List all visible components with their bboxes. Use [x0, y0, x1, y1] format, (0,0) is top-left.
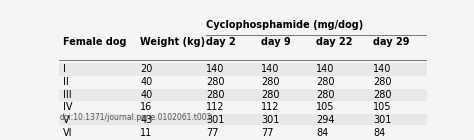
Text: 280: 280 [206, 90, 225, 100]
Text: 40: 40 [140, 77, 152, 87]
Text: 280: 280 [206, 77, 225, 87]
Text: II: II [63, 77, 69, 87]
Bar [59, 139, 427, 140]
Text: 140: 140 [261, 64, 280, 74]
Text: day 9: day 9 [261, 37, 291, 47]
Text: III: III [63, 90, 72, 100]
Text: Female dog: Female dog [63, 37, 127, 47]
Bar [59, 63, 427, 76]
Text: Weight (kg): Weight (kg) [140, 37, 205, 47]
Text: 280: 280 [261, 90, 280, 100]
Bar [59, 89, 427, 101]
Text: I: I [63, 64, 66, 74]
Text: 294: 294 [316, 115, 335, 125]
Text: 280: 280 [316, 90, 335, 100]
Text: 280: 280 [374, 90, 392, 100]
Text: 105: 105 [316, 102, 335, 112]
Text: IV: IV [63, 102, 73, 112]
Text: 43: 43 [140, 115, 152, 125]
Text: 84: 84 [316, 128, 328, 138]
Text: V: V [63, 115, 70, 125]
Text: 140: 140 [374, 64, 392, 74]
Text: 140: 140 [316, 64, 335, 74]
Text: day 29: day 29 [374, 37, 410, 47]
Text: 280: 280 [374, 77, 392, 87]
Text: doi:10.1371/journal.pone.0102061.t002: doi:10.1371/journal.pone.0102061.t002 [59, 113, 211, 122]
Text: 16: 16 [140, 102, 152, 112]
Text: 301: 301 [206, 115, 225, 125]
Text: 77: 77 [206, 128, 219, 138]
Text: 112: 112 [261, 102, 280, 112]
Text: 84: 84 [374, 128, 385, 138]
Text: 112: 112 [206, 102, 225, 112]
Text: day 22: day 22 [316, 37, 353, 47]
Text: Cyclophosphamide (mg/dog): Cyclophosphamide (mg/dog) [206, 20, 364, 30]
Bar [59, 114, 427, 127]
Text: day 2: day 2 [206, 37, 236, 47]
Text: 11: 11 [140, 128, 152, 138]
Text: 280: 280 [261, 77, 280, 87]
Text: 140: 140 [206, 64, 225, 74]
Text: 301: 301 [261, 115, 280, 125]
Text: 40: 40 [140, 90, 152, 100]
Text: 105: 105 [374, 102, 392, 112]
Text: 280: 280 [316, 77, 335, 87]
Text: 20: 20 [140, 64, 153, 74]
Text: 301: 301 [374, 115, 392, 125]
Text: VI: VI [63, 128, 73, 138]
Text: 77: 77 [261, 128, 274, 138]
